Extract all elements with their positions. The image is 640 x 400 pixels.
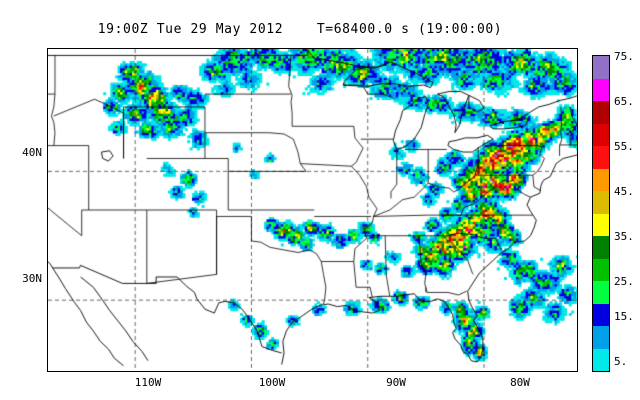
colorbar-band: [593, 56, 609, 79]
colorbar-tick-label: 55.: [614, 140, 634, 153]
colorbar-tick-label: 35.: [614, 230, 634, 243]
colorbar-band: [593, 236, 609, 259]
colorbar: [592, 55, 610, 372]
colorbar-band: [593, 123, 609, 146]
colorbar-band: [593, 78, 609, 101]
colorbar-band: [593, 101, 609, 124]
colorbar-band: [593, 168, 609, 191]
colorbar-band: [593, 213, 609, 236]
y-axis-tick-label: 30N: [22, 272, 42, 285]
colorbar-band: [593, 303, 609, 326]
colorbar-band: [593, 146, 609, 169]
colorbar-gradient: [592, 55, 610, 372]
colorbar-band: [593, 191, 609, 214]
colorbar-band: [593, 326, 609, 349]
y-axis-tick-label: 40N: [22, 146, 42, 159]
colorbar-band: [593, 258, 609, 281]
x-axis-tick-label: 90W: [386, 376, 406, 389]
x-axis-tick-label: 100W: [258, 376, 286, 389]
colorbar-tick-label: 75.: [614, 50, 634, 63]
colorbar-tick-label: 45.: [614, 185, 634, 198]
colorbar-tick-label: 25.: [614, 275, 634, 288]
colorbar-band: [593, 348, 609, 371]
colorbar-tick-label: 15.: [614, 310, 634, 323]
colorbar-tick-label: 5.: [614, 355, 628, 368]
colorbar-tick-label: 65.: [614, 95, 634, 108]
x-axis-tick-label: 80W: [510, 376, 530, 389]
figure-title: 19:00Z Tue 29 May 2012 T=68400.0 s (19:0…: [97, 22, 503, 37]
x-axis-tick-label: 110W: [134, 376, 162, 389]
map-plot-area: [47, 48, 578, 372]
colorbar-band: [593, 281, 609, 304]
radar-reflectivity-canvas: [48, 49, 577, 371]
